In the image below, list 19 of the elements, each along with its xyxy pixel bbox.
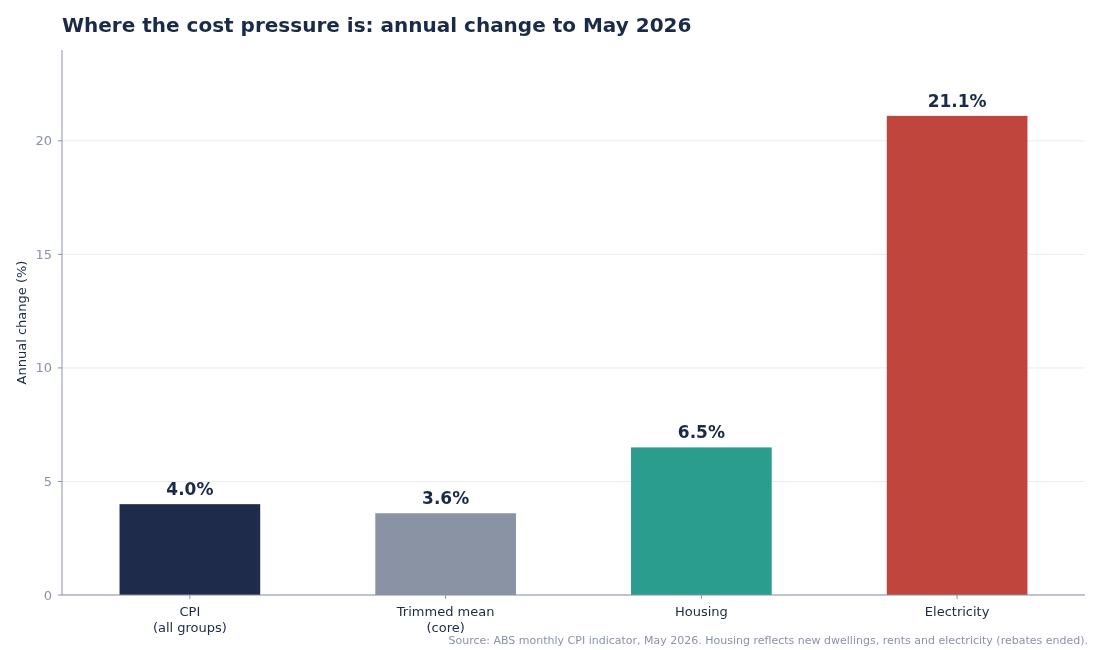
bar xyxy=(119,504,261,595)
data-label: 6.5% xyxy=(677,422,725,443)
x-tick-label: Electricity xyxy=(924,604,990,619)
data-label: 3.6% xyxy=(422,488,470,509)
chart-title: Where the cost pressure is: annual change to May 2026 xyxy=(62,13,692,37)
y-tick-label: 10 xyxy=(35,360,52,376)
y-axis-title: Annual change (%) xyxy=(14,260,29,385)
source-note: Source: ABS monthly CPI indicator, May 2026. Housing reflects new dwellings, rents and electricity (rebates ended). xyxy=(448,634,1088,647)
x-tick-label: Trimmed mean (core) xyxy=(395,604,495,635)
y-tick-label: 20 xyxy=(35,133,52,149)
bar xyxy=(631,447,772,595)
bar xyxy=(886,115,1028,595)
x-tick-label: Housing xyxy=(674,604,728,619)
data-label: 4.0% xyxy=(166,479,214,500)
y-tick-label: 0 xyxy=(43,587,52,603)
data-label: 21.1% xyxy=(927,90,987,111)
y-tick-label: 15 xyxy=(35,246,52,262)
y-tick-label: 5 xyxy=(43,474,52,490)
x-tick-label: CPI (all groups) xyxy=(152,604,227,635)
